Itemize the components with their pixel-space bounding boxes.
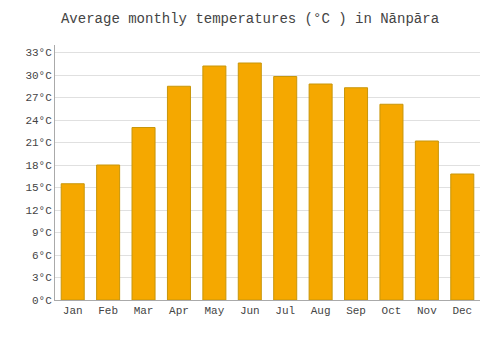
svg-text:0°C: 0°C — [32, 295, 52, 307]
svg-text:15°C: 15°C — [25, 182, 52, 194]
svg-text:6°C: 6°C — [32, 250, 52, 262]
svg-text:18°C: 18°C — [25, 160, 52, 172]
svg-text:Oct: Oct — [382, 305, 402, 317]
svg-text:Jun: Jun — [240, 305, 260, 317]
svg-text:May: May — [204, 305, 224, 317]
svg-text:Aug: Aug — [311, 305, 331, 317]
svg-text:Average monthly temperatures (: Average monthly temperatures (°C ) in Nā… — [61, 11, 439, 27]
svg-text:9°C: 9°C — [32, 227, 52, 239]
svg-text:12°C: 12°C — [25, 205, 52, 217]
svg-text:30°C: 30°C — [25, 70, 52, 82]
svg-text:Jul: Jul — [275, 305, 295, 317]
svg-text:21°C: 21°C — [25, 137, 52, 149]
svg-text:Nov: Nov — [417, 305, 437, 317]
svg-text:Mar: Mar — [134, 305, 154, 317]
svg-text:24°C: 24°C — [25, 115, 52, 127]
svg-text:Dec: Dec — [452, 305, 472, 317]
svg-text:Feb: Feb — [98, 305, 118, 317]
svg-text:27°C: 27°C — [25, 92, 52, 104]
svg-text:33°C: 33°C — [25, 47, 52, 59]
svg-text:Sep: Sep — [346, 305, 366, 317]
svg-text:Jan: Jan — [63, 305, 83, 317]
svg-text:Apr: Apr — [169, 305, 189, 317]
svg-text:3°C: 3°C — [32, 272, 52, 284]
